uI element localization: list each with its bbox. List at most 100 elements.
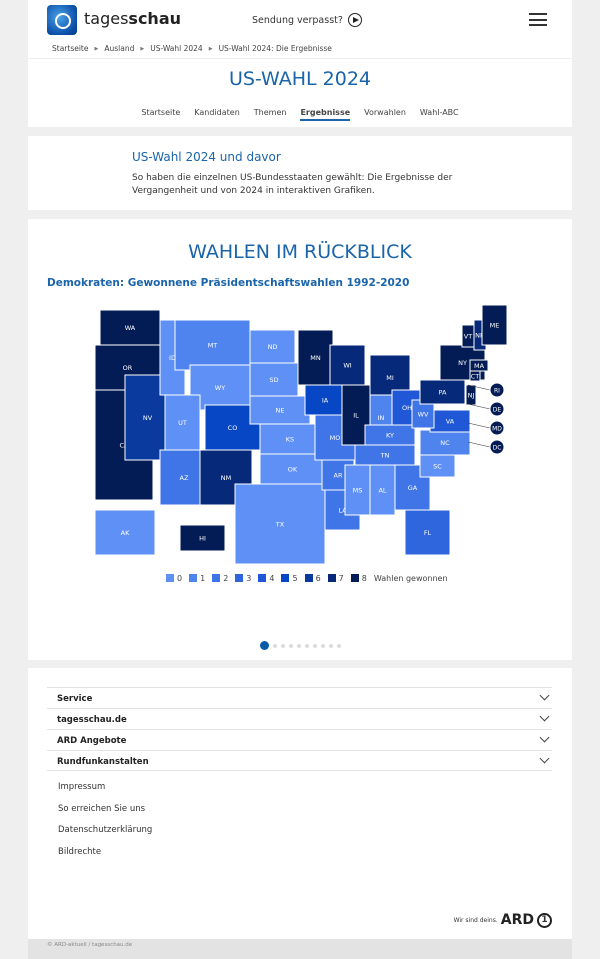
pagination-dot[interactable] bbox=[297, 643, 301, 648]
breadcrumb: Startseite ▶ Ausland ▶ US-Wahl 2024 ▶ US-Wa… bbox=[52, 44, 332, 54]
divider bbox=[28, 58, 572, 59]
state-label: OR bbox=[123, 364, 133, 372]
pagination-dot[interactable] bbox=[337, 643, 341, 648]
legend-swatch bbox=[166, 574, 174, 582]
legend-value: 0 bbox=[177, 574, 183, 583]
footer-section-tagesschau[interactable]: tagesschau.de bbox=[47, 708, 552, 729]
state-pa[interactable] bbox=[419, 379, 466, 405]
menu-icon[interactable] bbox=[529, 13, 547, 30]
footer-link-impressum[interactable]: Impressum bbox=[58, 782, 106, 792]
state-label: ND bbox=[268, 343, 278, 351]
state-label: TX bbox=[275, 521, 285, 529]
state-dc[interactable] bbox=[489, 439, 505, 455]
state-label: NY bbox=[458, 359, 467, 367]
chevron-down-icon bbox=[539, 753, 550, 764]
state-label: MO bbox=[330, 434, 341, 442]
state-label: ID bbox=[169, 354, 176, 362]
tab-themen[interactable]: Themen bbox=[253, 108, 287, 117]
state-ri[interactable] bbox=[489, 382, 505, 398]
pagination-dot[interactable] bbox=[273, 643, 277, 648]
tab-ergebnisse[interactable]: Ergebnisse bbox=[300, 108, 351, 121]
intro-text: So haben die einzelnen US-Bundesstaaten … bbox=[132, 173, 453, 196]
tab-wahl-abc[interactable]: Wahl-ABC bbox=[419, 108, 459, 117]
state-ut[interactable] bbox=[164, 394, 201, 451]
header: tagesschau Sendung verpasst? Startseite ▶… bbox=[28, 0, 572, 127]
ard-wordmark: ARD bbox=[500, 912, 534, 928]
section-title[interactable]: US-WAHL 2024 bbox=[228, 68, 372, 90]
state-hi[interactable] bbox=[179, 524, 226, 552]
state-ne[interactable] bbox=[249, 395, 311, 425]
brand-name[interactable]: tagesschau bbox=[84, 9, 181, 28]
breadcrumb-item[interactable]: Startseite bbox=[52, 44, 89, 53]
legend-swatch bbox=[212, 574, 221, 582]
state-mn[interactable] bbox=[297, 329, 334, 386]
legend-value: 7 bbox=[338, 574, 344, 583]
state-ak[interactable] bbox=[94, 509, 156, 556]
tab-vorwahlen[interactable]: Vorwahlen bbox=[364, 108, 406, 117]
intro-card: US-Wahl 2024 und davor So haben die einz… bbox=[28, 136, 572, 210]
state-label: NJ bbox=[468, 392, 475, 400]
legend-swatch bbox=[258, 574, 267, 582]
footer-section-ard-angebote[interactable]: ARD Angebote bbox=[47, 729, 552, 750]
state-label: ME bbox=[490, 322, 500, 330]
state-label: VA bbox=[446, 418, 455, 426]
legend-value: 6 bbox=[315, 574, 321, 583]
state-md[interactable] bbox=[489, 420, 505, 436]
footer-section-rundfunkanstalten[interactable]: Rundfunkanstalten bbox=[47, 750, 552, 771]
footer-link-bildrechte[interactable]: Bildrechte bbox=[58, 847, 102, 857]
state-label: PA bbox=[439, 389, 448, 397]
legend-value: 3 bbox=[246, 574, 252, 583]
state-mt[interactable] bbox=[174, 319, 251, 371]
legend-item: 6 bbox=[304, 574, 321, 583]
pagination-dot[interactable] bbox=[289, 643, 293, 648]
footer-section-service[interactable]: Service bbox=[47, 687, 552, 708]
state-label: CO bbox=[228, 424, 238, 432]
state-label: AZ bbox=[180, 474, 189, 482]
section-label: tagesschau.de bbox=[57, 715, 127, 725]
state-ct[interactable] bbox=[469, 370, 481, 382]
state-mi[interactable] bbox=[369, 354, 411, 401]
tab-startseite[interactable]: Startseite bbox=[141, 108, 181, 117]
copyright: © ARD-aktuell / tagesschau.de bbox=[28, 939, 572, 959]
intro-title: US-Wahl 2024 und davor bbox=[132, 150, 281, 164]
legend-value: 8 bbox=[361, 574, 367, 583]
leader-line bbox=[467, 422, 491, 429]
state-me[interactable] bbox=[481, 304, 508, 346]
breadcrumb-item[interactable]: Ausland bbox=[104, 44, 135, 53]
ard-one-icon: 1 bbox=[537, 912, 552, 928]
ard-claim: Wir sind deins. bbox=[453, 916, 498, 924]
pagination-dot[interactable] bbox=[313, 643, 317, 648]
pagination-dot[interactable] bbox=[321, 643, 325, 648]
breadcrumb-item[interactable]: US-Wahl 2024: Die Ergebnisse bbox=[218, 44, 332, 53]
section-label: Rundfunkanstalten bbox=[57, 757, 149, 767]
breadcrumb-item[interactable]: US-Wahl 2024 bbox=[150, 44, 203, 53]
legend-swatch bbox=[304, 574, 313, 582]
pagination-dot[interactable] bbox=[281, 643, 285, 648]
state-nc[interactable] bbox=[419, 429, 471, 456]
state-label: SC bbox=[433, 463, 442, 471]
footer-link-kontakt[interactable]: So erreichen Sie uns bbox=[58, 804, 146, 814]
map-card: WAHLEN IM RÜCKBLICK Demokraten: Gewonnen… bbox=[28, 219, 572, 660]
legend-value: 2 bbox=[223, 574, 229, 583]
state-wi[interactable] bbox=[329, 344, 366, 386]
section-label: ARD Angebote bbox=[57, 736, 127, 746]
state-label: CA bbox=[120, 442, 130, 450]
state-wa[interactable] bbox=[99, 309, 161, 346]
state-label: KS bbox=[286, 436, 294, 444]
missed-broadcast-link[interactable]: Sendung verpasst? bbox=[252, 13, 362, 27]
state-de[interactable] bbox=[489, 401, 505, 417]
pagination-dot[interactable] bbox=[329, 643, 333, 648]
state-fl[interactable] bbox=[404, 509, 451, 556]
state-ia[interactable] bbox=[304, 384, 346, 416]
state-nd[interactable] bbox=[249, 329, 296, 364]
pagination-dot[interactable] bbox=[305, 643, 309, 648]
pagination-dot[interactable] bbox=[260, 641, 269, 650]
state-label: NE bbox=[276, 407, 285, 415]
ard-logo[interactable]: Wir sind deins. ARD 1 bbox=[454, 912, 552, 928]
footer-link-datenschutz[interactable]: Datenschutzerklärung bbox=[58, 825, 153, 835]
state-label: FL bbox=[424, 529, 432, 537]
tab-kandidaten[interactable]: Kandidaten bbox=[194, 108, 240, 117]
state-nj[interactable] bbox=[465, 384, 477, 406]
tagesschau-logo-icon[interactable] bbox=[47, 5, 77, 35]
state-label: WA bbox=[125, 324, 136, 332]
